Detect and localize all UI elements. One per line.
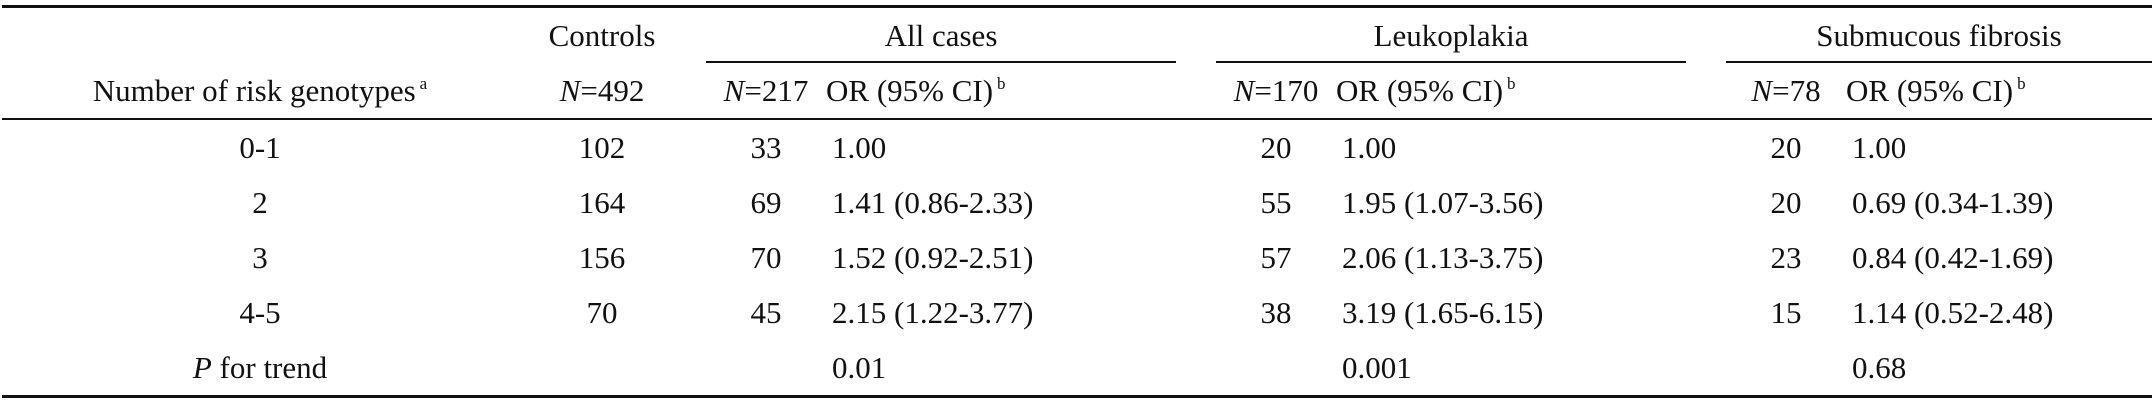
sub-n-value: =78	[1772, 73, 1821, 108]
controls-count: 156	[578, 240, 626, 275]
row-label: 4-5	[239, 295, 281, 330]
all-cases-group-rule	[706, 61, 1176, 63]
leuko-n-header: N=170	[1216, 63, 1336, 120]
controls-n-value: =492	[580, 73, 645, 108]
all-n-header: N=217	[706, 63, 826, 120]
leuko-or: 2.06 (1.13-3.75)	[1342, 240, 1544, 275]
table-row: 4-5 70 45 2.15 (1.22-3.77) 38 3.19 (1.65…	[2, 285, 2152, 340]
all-cases-or: 1.00	[832, 130, 887, 165]
all-cases-trend: 0.01	[826, 340, 1176, 398]
n-italic: N	[559, 73, 581, 108]
or-footnote: b	[2017, 74, 2026, 93]
sub-count: 20	[1770, 130, 1802, 165]
leuko-or: 1.00	[1342, 130, 1397, 165]
all-cases-group-label: All cases	[706, 5, 1176, 63]
n-italic: N	[1751, 73, 1773, 108]
controls-count: 102	[578, 130, 626, 165]
sub-count: 20	[1770, 185, 1802, 220]
leuko-count: 38	[1260, 295, 1292, 330]
leuko-count: 20	[1260, 130, 1292, 165]
or-label: OR (95% CI)	[826, 73, 994, 108]
all-or-header: OR (95% CI) b	[826, 63, 1176, 120]
sub-or: 1.00	[1852, 130, 1907, 165]
row-label-footnote: a	[419, 74, 428, 93]
sub-or: 0.84 (0.42-1.69)	[1852, 240, 2054, 275]
sub-or: 1.14 (0.52-2.48)	[1852, 295, 2054, 330]
table-row: 3 156 70 1.52 (0.92-2.51) 57 2.06 (1.13-…	[2, 230, 2152, 285]
sub-count: 23	[1770, 240, 1802, 275]
trend-label: P for trend	[2, 340, 518, 398]
sub-header-row: Number of risk genotypes a N=492 N=217 OR…	[2, 63, 2153, 120]
trend-p-italic: P	[192, 350, 212, 385]
controls-group-label: Controls	[518, 5, 686, 63]
row-label: 2	[252, 185, 268, 220]
leukoplakia-group-label: Leukoplakia	[1216, 5, 1687, 63]
sub-or-header: OR (95% CI) b	[1846, 63, 2153, 120]
sub-or: 0.69 (0.34-1.39)	[1852, 185, 2054, 220]
row-label: 0-1	[239, 130, 281, 165]
row-label-header-text: Number of risk genotypes	[92, 73, 416, 108]
controls-count: 164	[578, 185, 626, 220]
all-cases-or: 2.15 (1.22-3.77)	[832, 295, 1034, 330]
all-cases-or: 1.52 (0.92-2.51)	[832, 240, 1034, 275]
leuko-trend: 0.001	[1336, 340, 1687, 398]
sub-n-header: N=78	[1726, 63, 1847, 120]
leuko-or-header: OR (95% CI) b	[1336, 63, 1687, 120]
leuko-count: 57	[1260, 240, 1292, 275]
leuko-n-value: =170	[1254, 73, 1319, 108]
table-row: 0-1 102 33 1.00 20 1.00 20 1.00	[2, 119, 2152, 175]
or-footnote: b	[997, 74, 1006, 93]
or-footnote: b	[1507, 74, 1516, 93]
controls-n-header: N=492	[518, 63, 686, 120]
group-header-row: Controls All cases Leukoplakia Submucous…	[2, 5, 2153, 63]
table-row: 2 164 69 1.41 (0.86-2.33) 55 1.95 (1.07-…	[2, 175, 2152, 230]
submucous-group-rule	[1726, 61, 2153, 63]
all-cases-or: 1.41 (0.86-2.33)	[832, 185, 1034, 220]
all-cases-count: 33	[750, 130, 782, 165]
risk-genotypes-table: Controls All cases Leukoplakia Submucous…	[2, 5, 2153, 398]
sub-trend: 0.68	[1846, 340, 2153, 398]
all-cases-count: 45	[750, 295, 782, 330]
all-cases-count: 70	[750, 240, 782, 275]
controls-count: 70	[586, 295, 618, 330]
submucous-group-label: Submucous fibrosis	[1726, 5, 2153, 63]
or-label: OR (95% CI)	[1846, 73, 2014, 108]
all-cases-count: 69	[750, 185, 782, 220]
leuko-or: 3.19 (1.65-6.15)	[1342, 295, 1544, 330]
empty-header-cell	[2, 5, 518, 63]
leukoplakia-group-text: Leukoplakia	[1373, 18, 1529, 53]
trend-label-text: for trend	[211, 350, 328, 385]
all-n-value: =217	[744, 73, 809, 108]
n-italic: N	[1233, 73, 1255, 108]
submucous-group-text: Submucous fibrosis	[1816, 18, 2062, 53]
leukoplakia-group-rule	[1216, 61, 1687, 63]
n-italic: N	[723, 73, 745, 108]
or-label: OR (95% CI)	[1336, 73, 1504, 108]
trend-row: P for trend 0.01 0.001 0.68	[2, 340, 2153, 398]
row-label-header: Number of risk genotypes a	[2, 63, 518, 120]
sub-count: 15	[1770, 295, 1802, 330]
row-label: 3	[252, 240, 268, 275]
leuko-or: 1.95 (1.07-3.56)	[1342, 185, 1544, 220]
leuko-count: 55	[1260, 185, 1292, 220]
all-cases-group-text: All cases	[884, 18, 998, 53]
